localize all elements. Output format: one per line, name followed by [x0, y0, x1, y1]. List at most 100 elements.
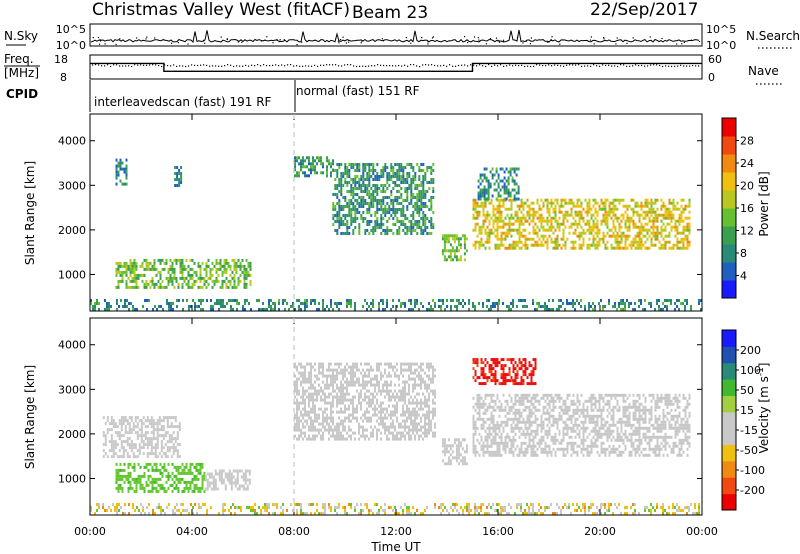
scatter-cell	[402, 407, 404, 411]
scatter-cell	[155, 480, 158, 484]
scatter-cell	[370, 368, 372, 372]
scatter-cell	[322, 165, 324, 169]
scatter-cell	[348, 172, 351, 175]
nave-dot	[650, 64, 652, 66]
scatter-cell	[505, 197, 508, 201]
nave-dot	[614, 65, 616, 67]
scatter-cell	[245, 273, 248, 277]
scatter-cell	[300, 410, 302, 414]
scatter-cell	[426, 166, 429, 169]
scatter-cell	[302, 380, 304, 384]
scatter-cell	[526, 219, 529, 223]
scatter-cell	[422, 377, 424, 381]
scatter-cell	[428, 377, 430, 381]
scatter-cell	[420, 232, 423, 235]
scatter-cell	[396, 211, 399, 214]
scatter-cell	[145, 279, 148, 283]
scatter-cell	[145, 465, 148, 469]
scatter-cell	[486, 240, 489, 244]
scatter-cell	[316, 374, 318, 378]
scatter-cell	[428, 413, 430, 417]
scatter-cell	[246, 299, 248, 302]
scatter-cell	[338, 434, 340, 438]
scatter-cell	[450, 308, 452, 311]
scatter-cell	[338, 199, 341, 202]
noise-search-dot	[502, 41, 505, 43]
scatter-cell	[505, 167, 508, 171]
scatter-cell	[138, 428, 141, 432]
scatter-cell	[175, 483, 178, 487]
scatter-cell	[245, 267, 248, 271]
scatter-cell	[602, 305, 604, 308]
scatter-cell	[378, 302, 380, 305]
scatter-cell	[205, 267, 208, 271]
scatter-cell	[133, 279, 136, 283]
scatter-cell	[374, 383, 376, 387]
scatter-cell	[472, 243, 475, 247]
scatter-cell	[546, 308, 548, 311]
colorbar-swatch	[722, 262, 736, 281]
scatter-cell	[402, 404, 404, 408]
scatter-cell	[312, 162, 314, 166]
scatter-cell	[294, 434, 296, 438]
scatter-cell	[296, 401, 298, 405]
nave-tick-bottom: 0	[708, 71, 715, 84]
scatter-cell	[221, 273, 224, 277]
nave-dot	[260, 65, 262, 67]
scatter-cell	[426, 205, 429, 208]
scatter-cell	[508, 219, 511, 223]
scatter-cell	[447, 462, 450, 466]
scatter-cell	[268, 299, 270, 302]
scatter-cell	[578, 246, 581, 250]
scatter-cell	[482, 201, 485, 205]
scatter-cell	[342, 425, 344, 429]
scatter-cell	[664, 213, 667, 217]
noise-search-dot	[489, 38, 492, 40]
scatter-cell	[136, 455, 139, 459]
scatter-cell	[666, 308, 668, 311]
scatter-cell	[449, 255, 452, 259]
scatter-cell	[430, 205, 433, 208]
scatter-cell	[554, 228, 557, 232]
scatter-cell	[168, 449, 171, 453]
scatter-cell	[498, 246, 501, 250]
scatter-cell	[412, 229, 415, 232]
scatter-cell	[358, 196, 361, 199]
noise-search-dot	[348, 41, 350, 43]
scatter-cell	[372, 172, 375, 175]
nave-dot	[338, 65, 340, 67]
scatter-cell	[556, 234, 559, 238]
scatter-cell	[544, 219, 547, 223]
scatter-cell	[204, 478, 207, 482]
scatter-cell	[378, 365, 380, 369]
scatter-cell	[322, 365, 324, 369]
scatter-cell	[518, 234, 521, 238]
scatter-cell	[150, 419, 153, 423]
scatter-cell	[160, 455, 163, 459]
scatter-cell	[294, 156, 296, 160]
scatter-cell	[302, 162, 304, 166]
scatter-cell	[189, 258, 192, 262]
scatter-cell	[306, 156, 308, 160]
scatter-cell	[133, 264, 136, 268]
scatter-cell	[330, 362, 332, 366]
scatter-cell	[152, 428, 155, 432]
scatter-cell	[316, 434, 318, 438]
scatter-cell	[344, 166, 347, 169]
scatter-cell	[420, 383, 422, 387]
scatter-cell	[498, 225, 501, 229]
scatter-cell	[459, 243, 462, 247]
scatter-cell	[338, 401, 340, 405]
scatter-cell	[496, 225, 499, 229]
scatter-cell	[400, 202, 403, 205]
scatter-cell	[400, 223, 403, 226]
scatter-cell	[169, 474, 172, 478]
scatter-cell	[520, 231, 523, 235]
scatter-cell	[684, 204, 687, 208]
scatter-cell	[445, 237, 448, 241]
scatter-cell	[145, 462, 148, 466]
scatter-cell	[564, 198, 567, 202]
scatter-cell	[474, 198, 477, 202]
scatter-cell	[346, 377, 348, 381]
scatter-cell	[174, 425, 177, 429]
